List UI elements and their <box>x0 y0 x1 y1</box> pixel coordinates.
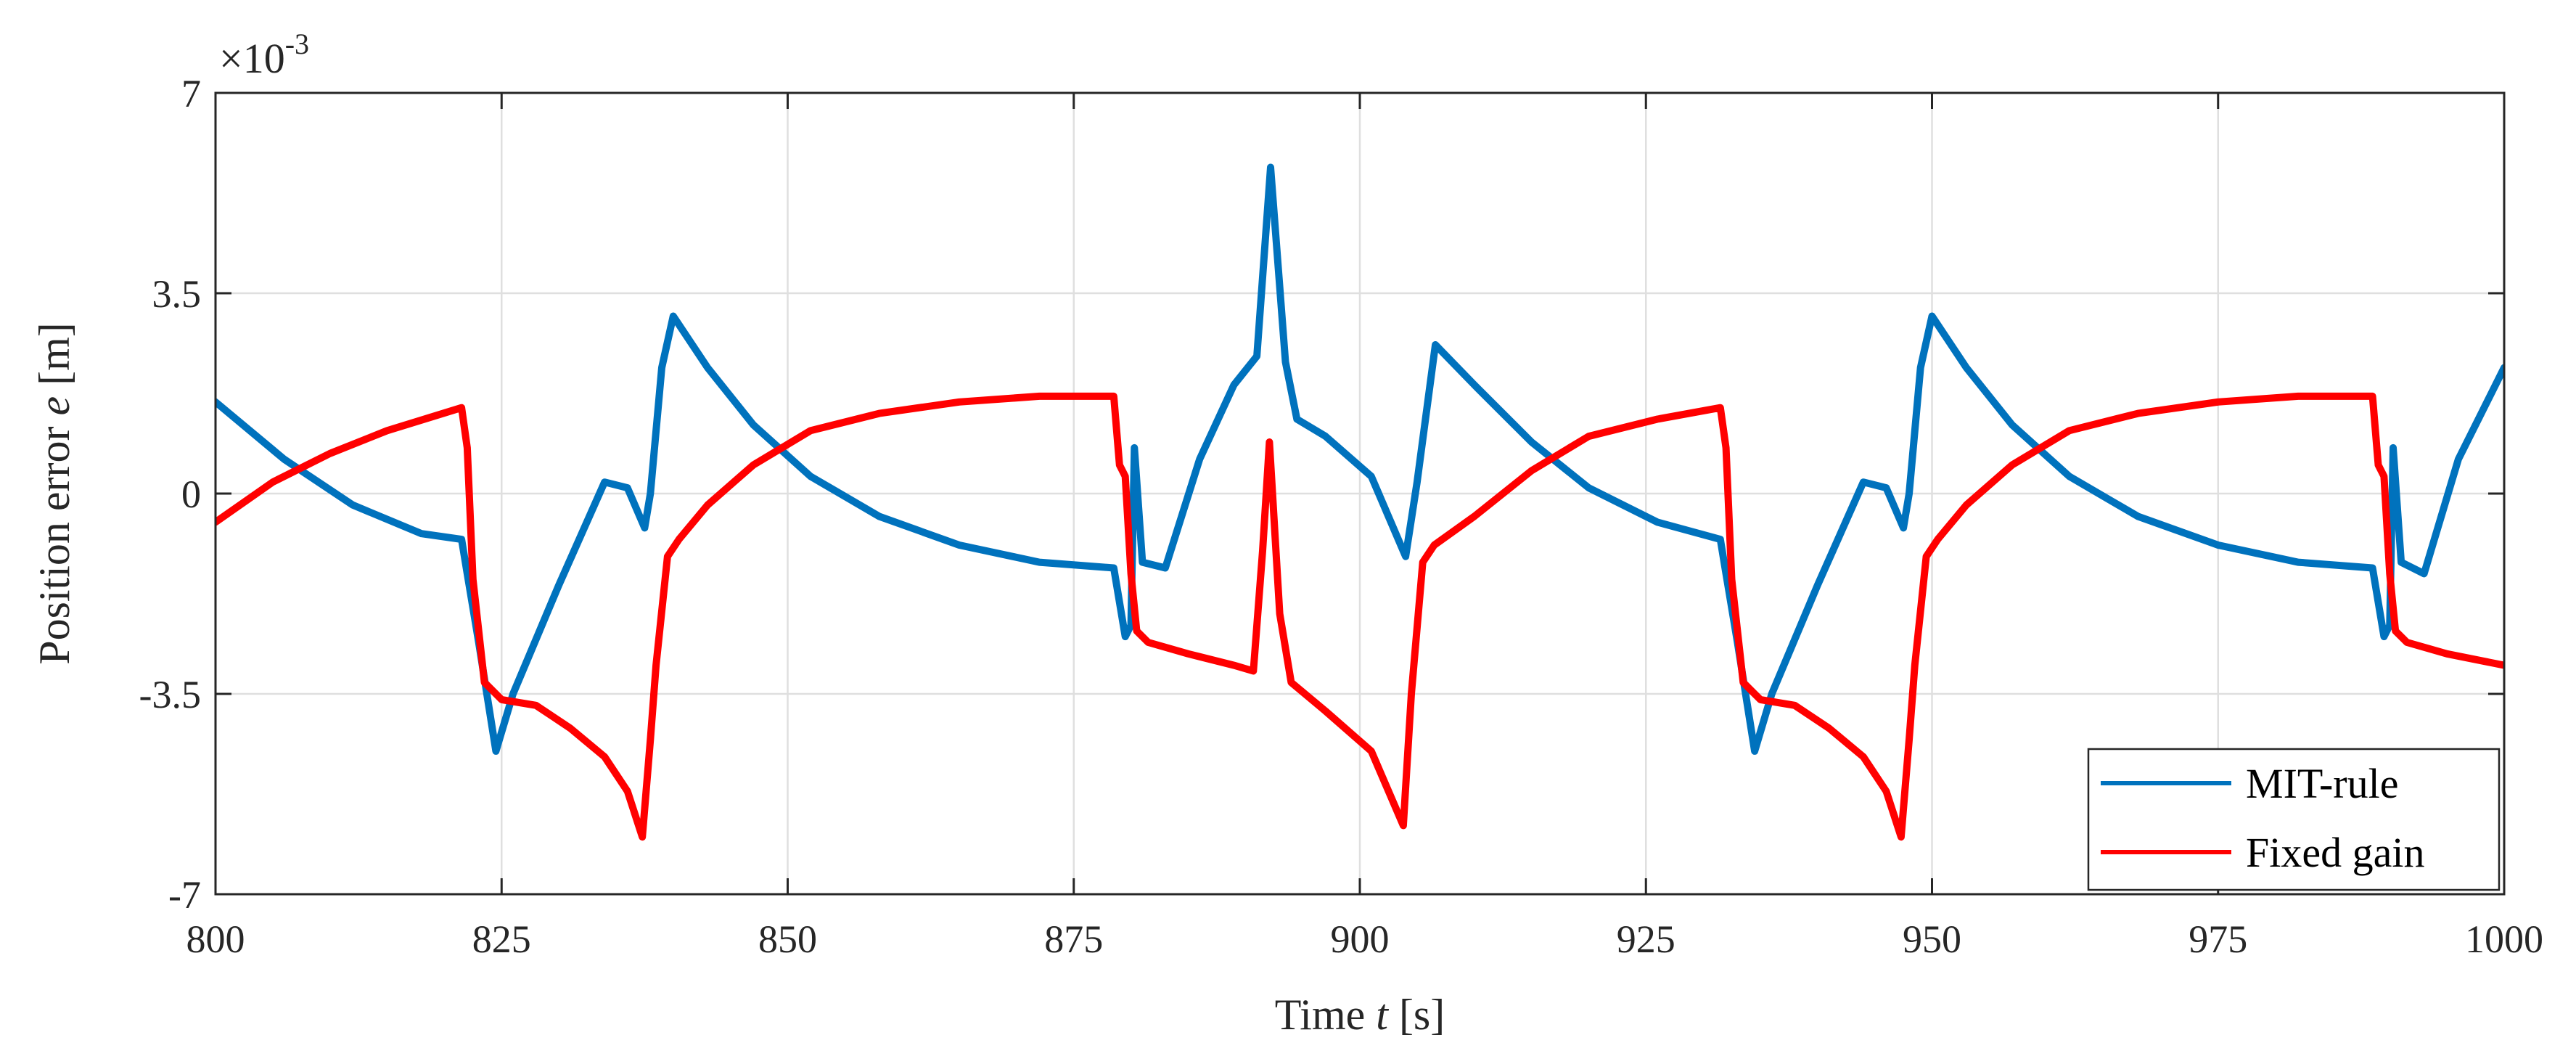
legend-label-mit-rule: MIT-rule <box>2246 760 2398 807</box>
x-axis-title-prefix: Time <box>1275 991 1377 1039</box>
x-tick-label: 875 <box>1044 917 1103 961</box>
y-tick-label: 0 <box>181 473 201 516</box>
x-axis-title: Time t [s] <box>1275 991 1445 1039</box>
series-line-fixed-gain <box>216 392 2504 841</box>
y-tick-label: -3.5 <box>139 673 201 716</box>
series-layer <box>216 163 2504 841</box>
x-tick-label: 925 <box>1617 917 1675 961</box>
y-axis-title: Position error e [m] <box>30 322 78 665</box>
y-multiplier-exp: -3 <box>285 28 309 60</box>
x-tick-label: 950 <box>1903 917 1961 961</box>
ticks: 800 825 850 875 900 925 950 975 1000 -7 -3.5 0 3.5 7 <box>139 72 2543 961</box>
y-multiplier-base: ×10 <box>219 35 285 82</box>
x-axis-title-var: t <box>1376 991 1389 1039</box>
y-axis-title-prefix: Position error <box>30 415 78 664</box>
y-tick-label: 7 <box>181 72 201 115</box>
x-tick-label: 975 <box>2189 917 2247 961</box>
x-tick-label: 900 <box>1331 917 1390 961</box>
x-tick-label: 1000 <box>2465 917 2543 961</box>
y-tick-label: 3.5 <box>152 272 202 316</box>
x-axis-title-suffix: [s] <box>1388 991 1445 1039</box>
x-tick-label: 800 <box>186 917 245 961</box>
y-axis-title-var: e <box>30 396 78 416</box>
y-tick-label: -7 <box>168 873 201 917</box>
legend-box <box>2087 748 2501 891</box>
series-line-mit-rule <box>216 163 2504 755</box>
x-tick-label: 825 <box>472 917 531 961</box>
legend-label-fixed-gain: Fixed gain <box>2246 829 2424 876</box>
y-axis-title-suffix: [m] <box>30 322 78 396</box>
legend: MIT-rule Fixed gain <box>2087 748 2501 891</box>
x-tick-label: 850 <box>758 917 817 961</box>
y-axis-multiplier: ×10-3 <box>219 28 309 82</box>
